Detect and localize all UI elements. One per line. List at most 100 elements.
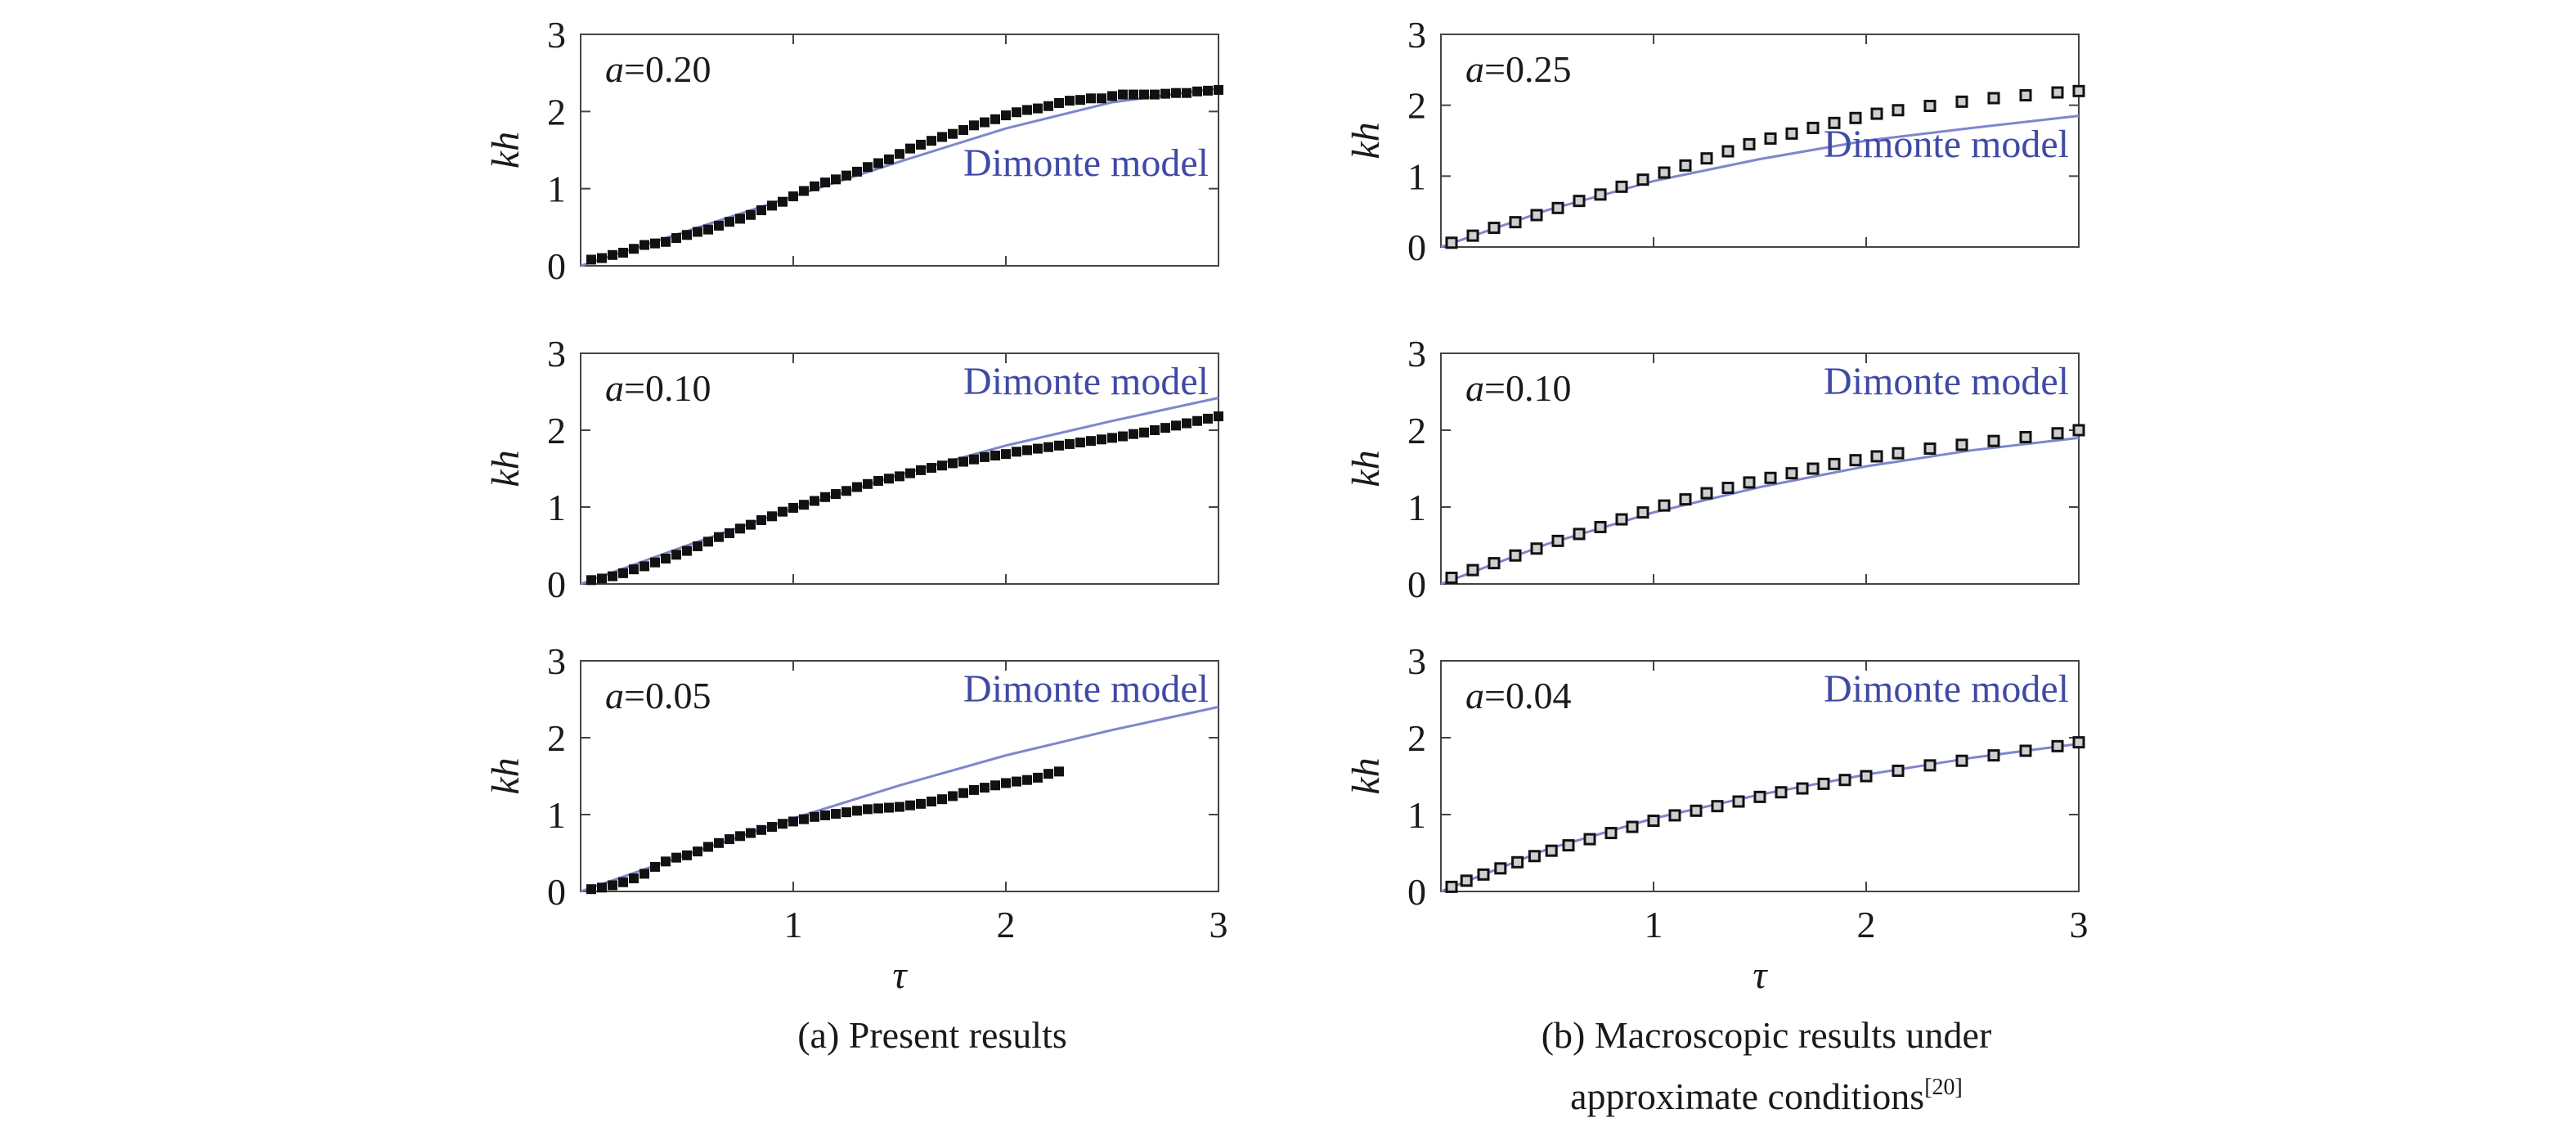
data-point bbox=[1054, 440, 1064, 451]
data-point bbox=[640, 240, 649, 250]
data-point bbox=[1775, 786, 1788, 799]
data-point bbox=[767, 822, 777, 833]
data-point bbox=[1828, 457, 1841, 470]
chart-panel-a3: 0 1 2 3 1 2 3 τ kh a=0.05 Dimonte model bbox=[484, 640, 1228, 997]
data-point bbox=[1075, 438, 1085, 448]
data-point bbox=[661, 856, 671, 867]
data-point bbox=[980, 117, 990, 128]
data-point bbox=[841, 170, 851, 181]
data-point bbox=[1022, 105, 1032, 115]
data-point bbox=[735, 831, 745, 842]
chart-panel-b2: 0 1 2 3 kh a=0.10 Dimonte model bbox=[1344, 333, 2085, 605]
data-point bbox=[1573, 195, 1586, 208]
data-point bbox=[1626, 820, 1639, 833]
parameter-value: =0.20 bbox=[624, 48, 711, 90]
parameter-annotation: a=0.10 bbox=[1465, 367, 1571, 409]
data-point bbox=[820, 177, 830, 188]
y-tick-label: 2 bbox=[547, 717, 566, 759]
y-tick-label: 3 bbox=[1407, 333, 1426, 375]
data-point bbox=[1987, 92, 2000, 105]
data-point bbox=[1033, 103, 1043, 114]
data-point bbox=[597, 573, 607, 584]
data-point bbox=[1955, 95, 1968, 108]
data-point bbox=[1203, 413, 1213, 424]
data-point bbox=[1668, 809, 1681, 822]
data-point bbox=[1054, 766, 1064, 777]
data-point bbox=[1054, 97, 1064, 108]
data-point bbox=[1118, 89, 1128, 100]
data-point bbox=[1466, 564, 1479, 577]
dimonte-model-curve bbox=[1440, 114, 2080, 249]
parameter-annotation: a=0.20 bbox=[605, 48, 711, 90]
data-point bbox=[629, 564, 639, 575]
data-point bbox=[873, 158, 883, 168]
data-point bbox=[905, 468, 915, 478]
parameter-annotation: a=0.05 bbox=[605, 675, 711, 716]
data-point bbox=[746, 828, 756, 838]
data-point bbox=[618, 568, 628, 578]
data-point bbox=[1488, 222, 1501, 235]
data-point bbox=[927, 136, 936, 146]
dimonte-model-curve bbox=[580, 705, 1219, 893]
data-point bbox=[735, 523, 745, 534]
y-tick-label: 2 bbox=[547, 91, 566, 132]
data-point bbox=[682, 850, 692, 860]
data-point bbox=[810, 181, 819, 191]
data-point bbox=[1721, 145, 1735, 158]
data-point bbox=[1658, 499, 1671, 512]
data-point bbox=[703, 842, 713, 852]
data-point bbox=[873, 803, 883, 814]
data-point bbox=[1160, 88, 1170, 99]
caption-b: (b) Macroscopic results under approximat… bbox=[1390, 1009, 2143, 1123]
x-tick-label: 1 bbox=[1645, 904, 1663, 945]
data-point bbox=[1129, 429, 1138, 439]
data-point bbox=[629, 873, 639, 884]
data-point bbox=[2051, 739, 2064, 752]
model-label: Dimonte model bbox=[1824, 360, 2069, 403]
data-point bbox=[1488, 557, 1501, 570]
data-point bbox=[1494, 862, 1507, 875]
data-point bbox=[1043, 101, 1053, 111]
data-point bbox=[905, 800, 915, 810]
data-point bbox=[820, 810, 830, 820]
data-point bbox=[1690, 804, 1703, 817]
data-point bbox=[1107, 91, 1117, 101]
data-point bbox=[1987, 749, 2000, 762]
data-point bbox=[2019, 430, 2032, 443]
data-point bbox=[916, 798, 926, 809]
caption-b-reference: [20] bbox=[1924, 1075, 1963, 1100]
data-point bbox=[1562, 839, 1575, 852]
data-point bbox=[948, 791, 958, 801]
data-point bbox=[2051, 427, 2064, 440]
data-point bbox=[1987, 434, 2000, 447]
x-tick-label: 3 bbox=[2070, 904, 2089, 945]
data-point bbox=[618, 247, 628, 258]
data-point bbox=[1118, 431, 1128, 442]
data-point bbox=[873, 476, 883, 487]
data-point bbox=[1160, 423, 1170, 433]
data-point bbox=[1065, 96, 1075, 106]
data-point bbox=[1647, 815, 1660, 828]
data-point bbox=[1043, 442, 1053, 452]
data-point bbox=[1129, 89, 1138, 100]
y-tick-label: 3 bbox=[547, 640, 566, 682]
data-point bbox=[884, 154, 894, 164]
model-label: Dimonte model bbox=[1824, 667, 2069, 711]
data-point bbox=[990, 114, 1000, 124]
data-point bbox=[1530, 542, 1543, 555]
data-point bbox=[820, 492, 830, 502]
data-point bbox=[1001, 110, 1011, 121]
data-point bbox=[1001, 778, 1011, 788]
y-axis-label: kh bbox=[484, 450, 527, 487]
data-point bbox=[1849, 111, 1862, 124]
data-point bbox=[852, 166, 862, 177]
data-point bbox=[1892, 764, 1905, 777]
data-point bbox=[937, 794, 947, 805]
data-point bbox=[1086, 93, 1096, 104]
data-point bbox=[1445, 880, 1458, 893]
data-point bbox=[1001, 449, 1011, 460]
chart-panel-b1: 0 1 2 3 kh a=0.25 Dimonte model bbox=[1344, 14, 2085, 268]
data-point bbox=[1214, 411, 1223, 422]
data-point bbox=[1615, 180, 1628, 193]
data-point bbox=[2072, 736, 2085, 749]
